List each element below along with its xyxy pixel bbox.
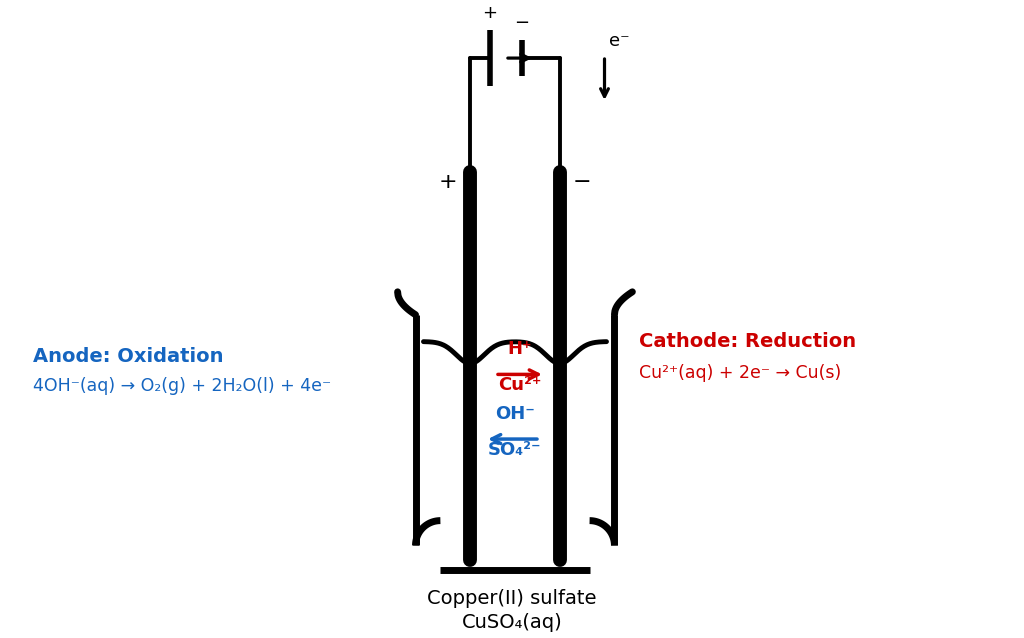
Text: e⁻: e⁻ xyxy=(609,32,630,50)
Text: H⁺: H⁺ xyxy=(508,341,532,359)
Text: −: − xyxy=(514,14,529,32)
Text: Cu²⁺(aq) + 2e⁻ → Cu(s): Cu²⁺(aq) + 2e⁻ → Cu(s) xyxy=(639,364,842,382)
Text: Cu²⁺: Cu²⁺ xyxy=(499,376,542,394)
Text: 4OH⁻(aq) → O₂(g) + 2H₂O(l) + 4e⁻: 4OH⁻(aq) → O₂(g) + 2H₂O(l) + 4e⁻ xyxy=(33,377,331,396)
Text: +: + xyxy=(439,172,458,193)
Text: Anode: Oxidation: Anode: Oxidation xyxy=(33,347,223,366)
Text: −: − xyxy=(572,172,591,193)
Text: OH⁻: OH⁻ xyxy=(495,405,535,423)
Text: SO₄²⁻: SO₄²⁻ xyxy=(488,441,542,459)
Text: Cathode: Reduction: Cathode: Reduction xyxy=(639,332,856,351)
Text: +: + xyxy=(482,4,498,22)
Text: Copper(II) sulfate: Copper(II) sulfate xyxy=(427,589,597,608)
Text: CuSO₄(aq): CuSO₄(aq) xyxy=(462,612,562,632)
